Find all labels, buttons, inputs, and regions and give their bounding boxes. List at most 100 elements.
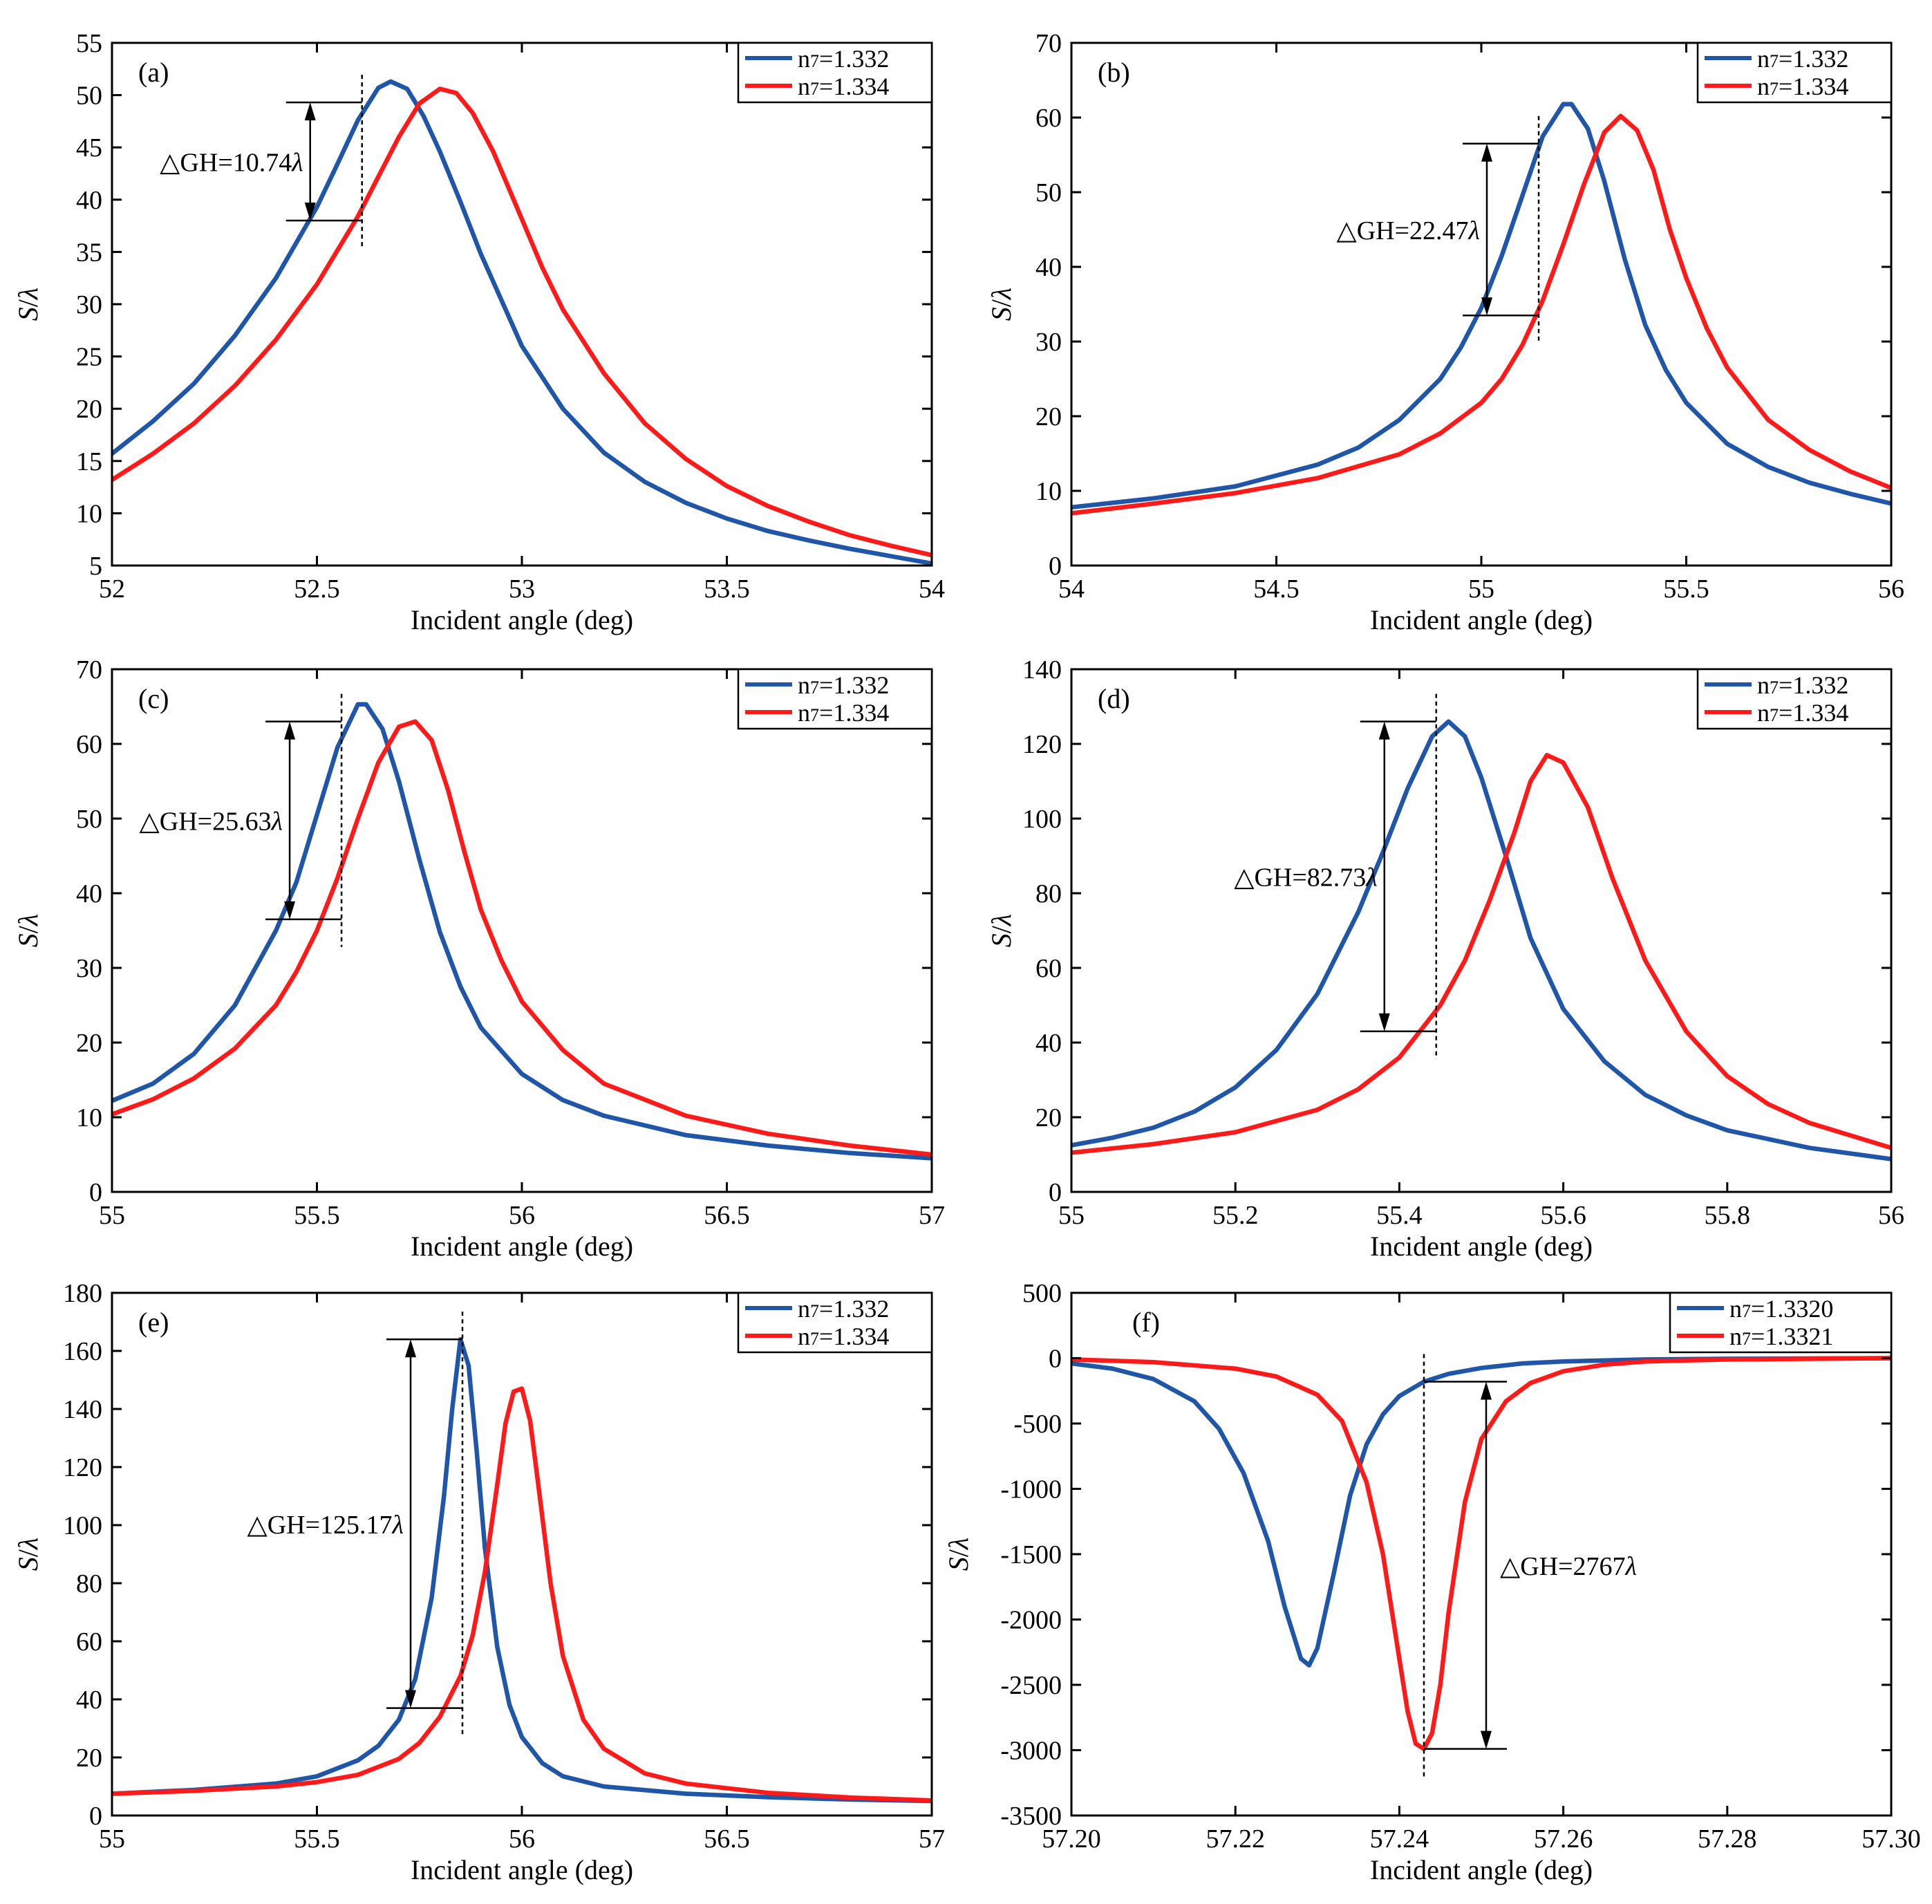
y-tick-label: 100: [63, 1511, 102, 1540]
y-axis-label: S/λ: [12, 914, 44, 947]
series-line-blue: [112, 702, 932, 1161]
x-axis-label: Incident angle (deg): [411, 1231, 633, 1262]
y-tick-label: 15: [76, 447, 102, 476]
x-tick-label: 52: [99, 575, 125, 604]
y-tick-label: -3500: [1000, 1802, 1062, 1831]
x-axis-label: Incident angle (deg): [411, 1854, 633, 1885]
y-tick-label: 20: [76, 1744, 102, 1773]
x-tick-label: 53.5: [704, 575, 750, 604]
gh-arrowhead-down: [284, 901, 296, 920]
legend-box: [1696, 41, 1893, 104]
legend-entry: n7=1.334: [798, 1323, 889, 1350]
x-tick-label: 56: [1878, 575, 1904, 604]
series-line-red: [1071, 752, 1891, 1155]
y-tick-label: 30: [76, 290, 102, 319]
x-axis-label: Incident angle (deg): [411, 604, 633, 635]
y-tick-label: 40: [76, 879, 102, 908]
gh-arrowhead-down: [1480, 1730, 1492, 1749]
legend-entry: n7=1.332: [1757, 671, 1848, 699]
panel-label: (d): [1098, 683, 1130, 714]
legend-box: [1669, 1291, 1893, 1354]
gh-arrowhead-up: [284, 721, 296, 740]
gh-shift-label: △GH=22.47λ: [1336, 216, 1480, 245]
y-tick-label: 40: [1035, 1029, 1062, 1058]
y-tick-label: 160: [63, 1337, 102, 1366]
series-line-red: [112, 719, 932, 1157]
gh-shift-label: △GH=10.74λ: [160, 149, 303, 178]
legend-entry: n7=1.332: [798, 671, 889, 699]
x-tick-label: 55.2: [1212, 1201, 1259, 1230]
panel-label: (e): [138, 1307, 169, 1338]
x-tick-label: 54: [919, 575, 945, 604]
y-tick-label: -2000: [1000, 1606, 1062, 1635]
legend-entry: n7=1.334: [798, 73, 889, 100]
chart-panel: 55 55.5 56 56.5 57 0 10 20 30 40 50 60 70 Incident an…: [12, 655, 945, 1262]
y-tick-label: 35: [76, 238, 102, 267]
y-tick-label: 60: [1035, 104, 1062, 133]
gh-arrowhead-up: [1481, 143, 1493, 162]
gh-arrowhead-up: [405, 1339, 417, 1358]
x-tick-label: 55.4: [1376, 1201, 1423, 1230]
x-tick-label: 55.5: [1663, 575, 1709, 604]
chart-panel: 52 52.5 53 53.5 54 5 10 15 20 25 30 35 40 45 50 55 Incid…: [12, 29, 945, 635]
x-tick-label: 57.26: [1534, 1824, 1593, 1854]
gh-arrowhead-down: [304, 203, 316, 221]
y-axis-label: S/λ: [986, 914, 1017, 947]
y-tick-label: 140: [1022, 655, 1062, 684]
x-tick-label: 53: [509, 575, 535, 604]
y-tick-label: 0: [89, 1178, 102, 1207]
y-tick-label: 20: [76, 395, 102, 424]
y-tick-label: 70: [1035, 29, 1062, 58]
legend-box: [1696, 668, 1893, 730]
y-tick-label: 40: [76, 1686, 102, 1715]
y-tick-label: 0: [89, 1802, 102, 1831]
legend-entry: n7=1.334: [798, 699, 889, 727]
plot-frame: [1070, 1291, 1893, 1817]
series-line-blue: [112, 1336, 932, 1804]
y-tick-label: 30: [1035, 328, 1062, 357]
y-tick-label: -3000: [1000, 1737, 1062, 1766]
y-tick-label: 20: [76, 1029, 102, 1058]
y-tick-label: 0: [1049, 1178, 1062, 1207]
x-axis-label: Incident angle (deg): [1370, 604, 1593, 635]
gh-shift-label: △GH=125.17λ: [247, 1511, 404, 1540]
x-tick-label: 57.22: [1206, 1824, 1265, 1854]
y-tick-label: 140: [63, 1395, 102, 1424]
y-tick-label: 20: [1035, 1103, 1062, 1132]
x-tick-label: 55.8: [1705, 1201, 1751, 1230]
panel-label: (b): [1098, 57, 1130, 88]
y-tick-label: 50: [76, 805, 102, 834]
panel-label: (c): [138, 683, 169, 714]
y-tick-label: 70: [76, 655, 102, 684]
x-tick-label: 55.6: [1540, 1201, 1586, 1230]
y-tick-label: 60: [76, 730, 102, 759]
series-line-blue: [1071, 719, 1891, 1161]
gh-shift-label: △GH=82.73λ: [1234, 864, 1378, 893]
x-axis-label: Incident angle (deg): [1370, 1231, 1593, 1262]
legend-entry: n7=1.3320: [1729, 1295, 1833, 1323]
series-line-blue: [1071, 102, 1891, 510]
y-tick-label: 100: [1022, 805, 1062, 834]
gh-arrowhead-up: [1378, 721, 1390, 740]
x-tick-label: 55.5: [294, 1201, 340, 1230]
y-tick-label: -500: [1013, 1410, 1062, 1439]
gh-arrowhead-down: [405, 1690, 417, 1708]
x-tick-label: 56: [509, 1824, 535, 1854]
y-tick-label: 120: [63, 1453, 102, 1482]
x-axis-label: Incident angle (deg): [1370, 1854, 1593, 1885]
y-tick-label: 80: [76, 1569, 102, 1598]
y-axis-label: S/λ: [943, 1538, 974, 1571]
y-tick-label: 40: [1035, 253, 1062, 282]
x-tick-label: 55: [1468, 575, 1494, 604]
y-tick-label: 40: [76, 186, 102, 215]
legend-entry: n7=1.334: [1757, 699, 1848, 727]
x-tick-label: 57: [919, 1824, 945, 1854]
chart-panel: 57.20 57.22 57.24 57.26 57.28 57.30 500 0 -500 -1…: [943, 1279, 1921, 1885]
y-tick-label: 45: [76, 133, 102, 162]
x-tick-label: 54: [1058, 575, 1085, 604]
y-tick-label: 180: [63, 1279, 102, 1308]
y-tick-label: 50: [76, 82, 102, 111]
y-axis-label: S/λ: [12, 1538, 44, 1571]
x-tick-label: 57: [919, 1201, 945, 1230]
